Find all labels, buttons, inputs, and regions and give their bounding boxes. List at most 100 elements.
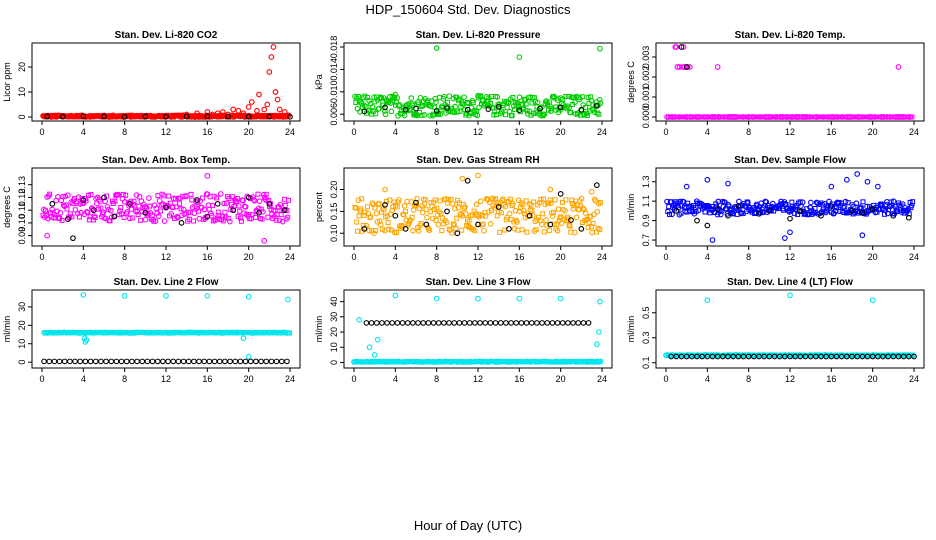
data-point	[415, 320, 421, 326]
data-point	[678, 353, 685, 360]
data-point	[163, 204, 169, 211]
data-point	[483, 213, 489, 219]
x-tick-label: 0	[351, 374, 356, 384]
data-point	[123, 192, 129, 198]
data-point	[473, 201, 480, 208]
data-point	[744, 199, 750, 205]
data-point	[139, 208, 146, 215]
data-point	[598, 200, 604, 206]
data-point	[719, 353, 726, 360]
data-point	[435, 221, 442, 228]
data-point	[493, 196, 499, 202]
data-points	[664, 44, 915, 120]
data-point	[461, 94, 468, 101]
data-point	[781, 353, 788, 360]
data-point	[381, 108, 388, 114]
plot-frame	[31, 289, 301, 369]
x-tick-label: 12	[473, 374, 483, 384]
y-axis-label: percent	[314, 191, 324, 222]
data-point	[688, 353, 695, 360]
data-point	[427, 209, 433, 215]
data-point	[509, 113, 515, 119]
data-point	[534, 99, 541, 106]
data-point	[528, 320, 535, 326]
data-point	[364, 204, 370, 210]
data-point	[374, 218, 381, 225]
data-point	[432, 197, 438, 203]
x-tick-label: 20	[556, 127, 566, 137]
data-point	[808, 199, 814, 206]
data-point	[480, 221, 486, 227]
x-tick-label: 20	[244, 252, 254, 262]
page-title: HDP_150604 Std. Dev. Diagnostics	[365, 2, 571, 17]
y-tick-label: 0	[17, 114, 27, 119]
chart-title: Stan. Dev. Li-820 Pressure	[416, 30, 541, 41]
data-point	[449, 230, 455, 236]
data-point	[286, 197, 292, 203]
x-tick-label: 4	[393, 374, 398, 384]
data-point	[596, 111, 602, 117]
data-point	[559, 320, 566, 326]
x-tick-label: 12	[473, 252, 483, 262]
data-point	[766, 353, 773, 360]
data-point	[165, 358, 171, 365]
data-point	[789, 199, 795, 205]
data-point	[149, 358, 156, 365]
data-point	[384, 320, 390, 326]
data-point	[472, 320, 478, 326]
data-point	[885, 353, 892, 360]
data-point	[234, 196, 240, 202]
data-point	[520, 207, 527, 214]
data-point	[756, 353, 762, 360]
data-point	[667, 211, 673, 217]
data-point	[818, 353, 824, 360]
data-point	[256, 198, 263, 204]
data-point	[761, 353, 768, 360]
data-point	[382, 201, 388, 208]
data-point	[474, 112, 481, 119]
data-point	[124, 209, 131, 215]
x-tick-label: 8	[434, 252, 439, 262]
data-point	[499, 109, 505, 115]
data-point	[129, 358, 135, 365]
data-point	[514, 219, 520, 225]
x-tick-label: 4	[705, 252, 710, 262]
data-point	[823, 353, 830, 360]
data-point	[725, 212, 731, 219]
data-point	[523, 198, 529, 204]
y-tick-label: 0	[329, 360, 339, 365]
data-point	[504, 105, 510, 111]
data-point	[72, 358, 78, 365]
data-point	[402, 106, 409, 113]
data-point	[142, 209, 149, 216]
data-point	[259, 216, 265, 222]
data-point	[702, 209, 708, 215]
data-point	[781, 235, 788, 241]
x-tick-label: 12	[785, 252, 795, 262]
data-point	[884, 199, 890, 205]
data-point	[433, 99, 439, 106]
data-points	[664, 171, 916, 243]
data-point	[155, 213, 162, 219]
data-point	[597, 358, 604, 365]
data-point	[51, 358, 58, 365]
data-point	[552, 197, 558, 203]
data-point	[266, 69, 273, 75]
data-point	[726, 203, 732, 209]
x-tick-label: 0	[663, 374, 668, 384]
data-point	[168, 211, 175, 217]
data-point	[59, 217, 65, 223]
data-point	[510, 200, 516, 207]
data-points	[352, 172, 604, 237]
data-point	[845, 200, 851, 206]
y-tick-label: 0.20	[329, 181, 339, 199]
data-point	[433, 217, 439, 223]
data-point	[145, 195, 152, 201]
data-point	[44, 232, 51, 239]
data-point	[382, 104, 388, 111]
data-point	[869, 297, 876, 304]
data-point	[147, 203, 153, 209]
data-point	[266, 113, 273, 120]
data-point	[276, 106, 283, 113]
data-point	[425, 320, 432, 326]
